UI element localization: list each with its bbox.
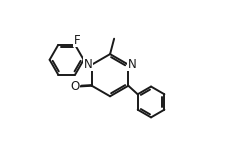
Text: N: N: [128, 58, 136, 70]
Text: F: F: [74, 34, 80, 47]
Text: N: N: [84, 58, 93, 70]
Text: O: O: [70, 80, 79, 93]
